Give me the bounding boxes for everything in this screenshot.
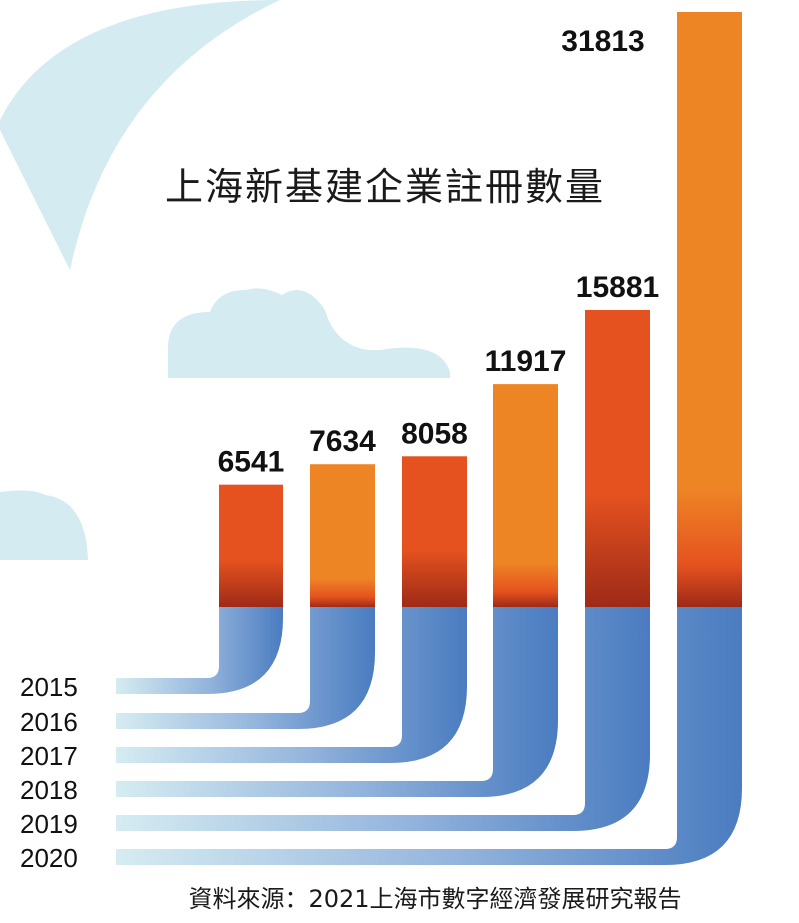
bar-2020 [677,12,742,607]
value-label-2018: 11917 [485,345,567,378]
ribbon-2019 [116,607,650,831]
bar-2015 [219,484,283,607]
ribbon-2020 [116,607,742,865]
background-decoration [0,0,450,560]
value-label-2017: 8058 [401,417,468,450]
bar-2019 [585,309,650,607]
value-label-2016: 7634 [309,425,376,458]
year-labels-layer: 2015 2016 2017 2018 2019 2020 [20,672,78,873]
ribbon-2018 [116,607,558,797]
ribbon-2017 [116,607,467,763]
bar-2016 [310,464,375,607]
year-label-2020: 2020 [20,843,78,873]
background-cloud-right [168,288,450,378]
background-cloud-left [0,490,88,560]
ribbon-2015 [116,607,283,694]
bars-layer [219,12,742,607]
year-label-2017: 2017 [20,741,78,771]
value-labels-layer: 6541 7634 8058 11917 15881 31813 [218,25,660,479]
bar-2017 [402,456,467,607]
background-leaf-shape [0,0,280,270]
ribbon-2016 [116,607,375,729]
year-label-2018: 2018 [20,775,78,805]
year-label-2015: 2015 [20,672,78,702]
value-label-2020: 31813 [561,25,644,58]
chart-title: 上海新基建企業註冊數量 [165,165,605,209]
year-label-2019: 2019 [20,809,78,839]
value-label-2015: 6541 [218,446,285,479]
bar-2018 [493,384,558,607]
source-note: 資料來源：2021上海市數字經濟發展研究報告 [188,885,681,913]
ribbons-layer [116,607,742,865]
value-label-2019: 15881 [576,271,659,304]
year-label-2016: 2016 [20,707,78,737]
